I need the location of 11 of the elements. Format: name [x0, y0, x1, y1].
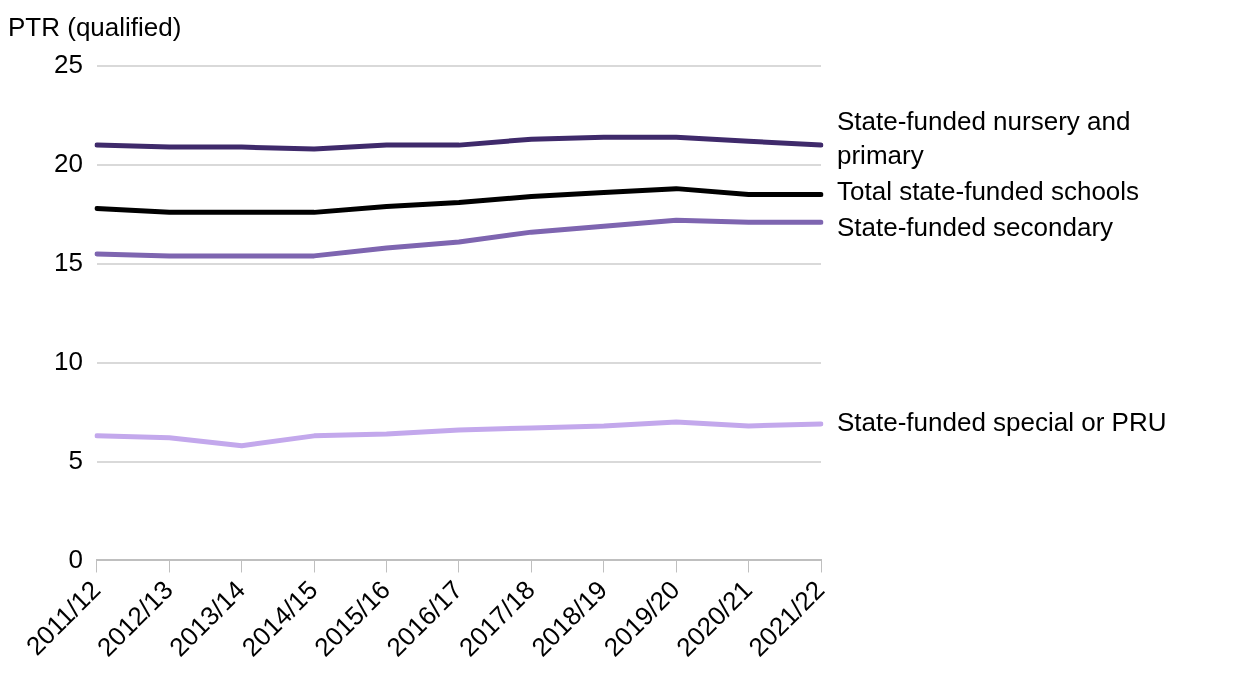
series-label: State-funded special or PRU: [837, 407, 1167, 438]
series-label: State-funded nursery and primary: [837, 106, 1131, 171]
series-label: Total state-funded schools: [837, 176, 1140, 207]
y-tick-label: 0: [68, 543, 83, 574]
y-tick-label: 20: [54, 148, 83, 179]
series-label: State-funded secondary: [837, 212, 1114, 243]
y-tick-label: 15: [54, 246, 83, 277]
y-tick-label: 10: [54, 345, 83, 376]
y-axis-title: PTR (qualified): [8, 12, 182, 43]
y-tick-label: 25: [54, 49, 83, 80]
y-tick-label: 5: [68, 444, 83, 475]
